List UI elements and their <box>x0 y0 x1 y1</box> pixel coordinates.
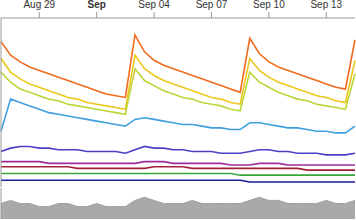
svg-text:Sep 07: Sep 07 <box>196 0 228 10</box>
svg-text:Sep: Sep <box>88 0 106 10</box>
svg-text:Aug 29: Aug 29 <box>23 0 55 10</box>
svg-text:Sep 13: Sep 13 <box>310 0 342 10</box>
svg-text:Sep 10: Sep 10 <box>253 0 285 10</box>
svg-text:Sep 04: Sep 04 <box>138 0 170 10</box>
